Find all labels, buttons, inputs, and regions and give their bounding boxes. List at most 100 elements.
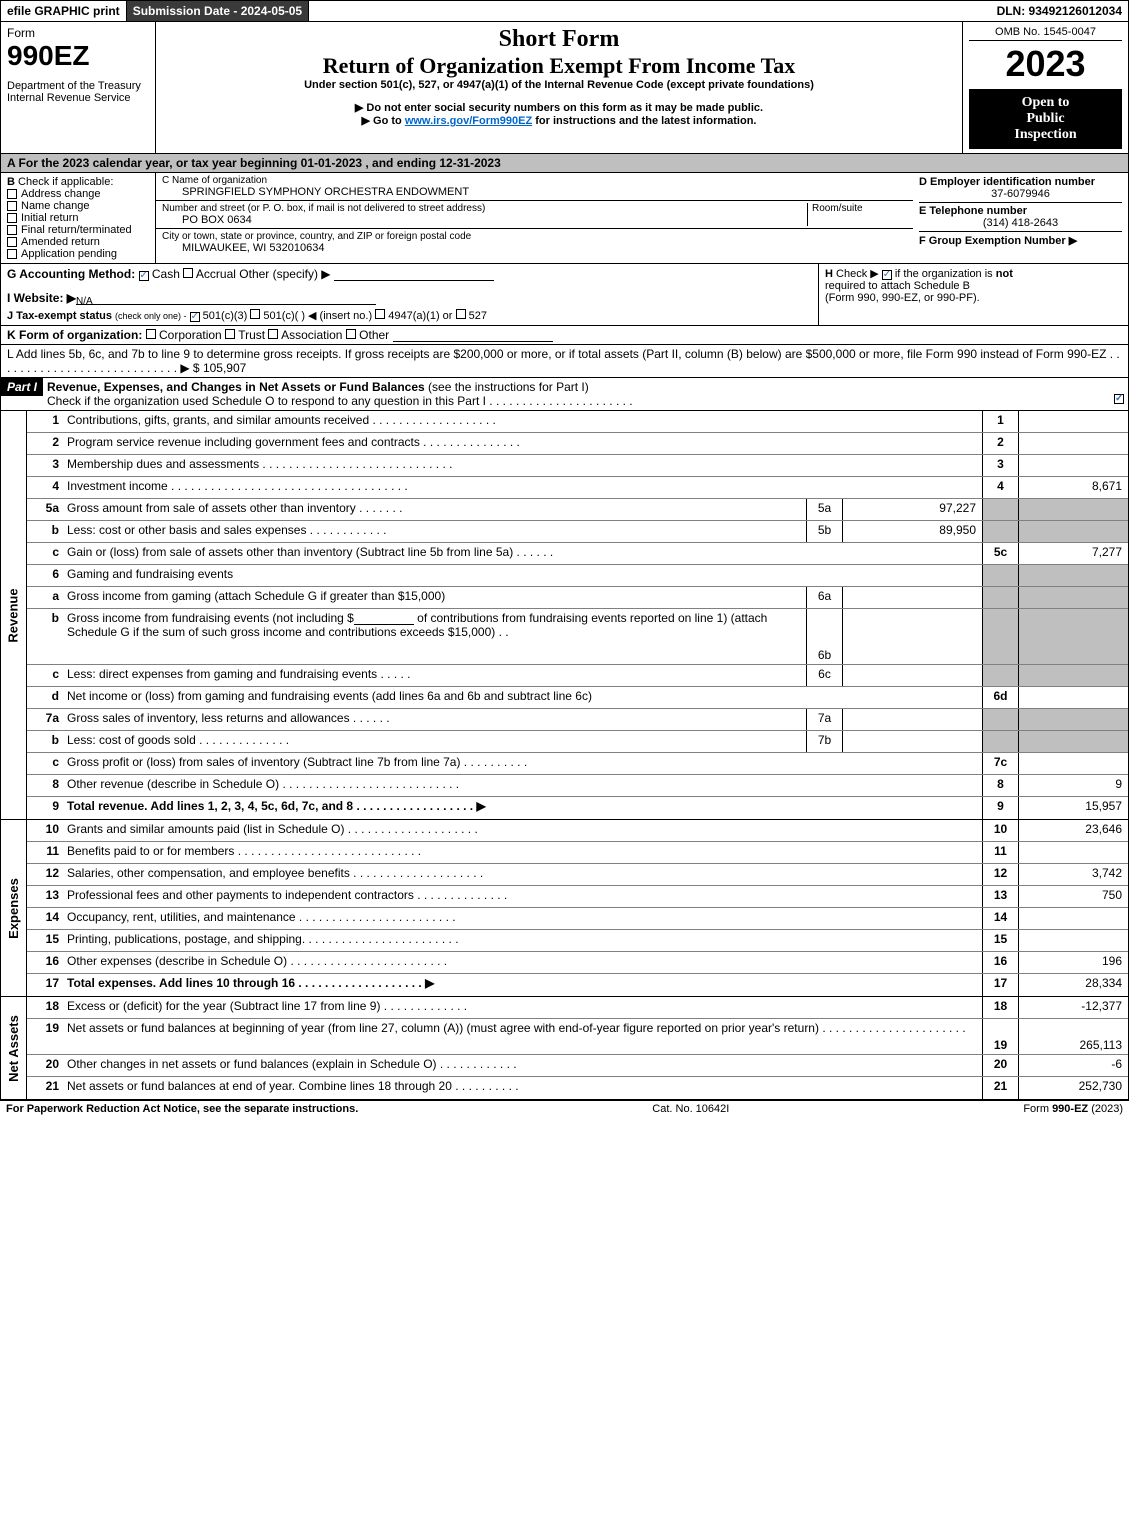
line-g: G Accounting Method: Cash Accrual Other …: [1, 264, 818, 325]
line-l: L Add lines 5b, 6c, and 7b to line 9 to …: [0, 345, 1129, 378]
line-9: 9Total revenue. Add lines 1, 2, 3, 4, 5c…: [27, 797, 1128, 819]
dln: DLN: 93492126012034: [991, 1, 1128, 21]
subtitle-1: Under section 501(c), 527, or 4947(a)(1)…: [162, 79, 956, 91]
org-city: MILWAUKEE, WI 532010634: [162, 242, 907, 254]
dept-treasury: Department of the Treasury: [7, 80, 149, 92]
line-6: 6Gaming and fundraising events: [27, 565, 1128, 587]
chk-accrual[interactable]: [183, 268, 193, 278]
line-11: 11Benefits paid to or for members . . . …: [27, 842, 1128, 864]
line-i: I Website: ▶N/A: [7, 291, 812, 305]
top-bar: efile GRAPHIC print Submission Date - 20…: [0, 0, 1129, 22]
omb-number: OMB No. 1545-0047: [969, 26, 1122, 41]
footer-left: For Paperwork Reduction Act Notice, see …: [6, 1103, 358, 1115]
group-exemption-label: F Group Exemption Number ▶: [919, 235, 1077, 247]
line-20: 20Other changes in net assets or fund ba…: [27, 1055, 1128, 1077]
line-6b: bGross income from fundraising events (n…: [27, 609, 1128, 665]
efile-link[interactable]: efile GRAPHIC print: [1, 1, 127, 21]
line-19: 19Net assets or fund balances at beginni…: [27, 1019, 1128, 1055]
org-name-label: C Name of organization: [162, 175, 907, 186]
line-17: 17Total expenses. Add lines 10 through 1…: [27, 974, 1128, 996]
line-7a: 7aGross sales of inventory, less returns…: [27, 709, 1128, 731]
city-label: City or town, state or province, country…: [162, 231, 907, 242]
line-7b: bLess: cost of goods sold . . . . . . . …: [27, 731, 1128, 753]
subtitle-3: ▶ Go to www.irs.gov/Form990EZ for instru…: [162, 114, 956, 127]
revenue-section: Revenue 1Contributions, gifts, grants, a…: [0, 411, 1129, 820]
part-1-header: Part I Revenue, Expenses, and Changes in…: [0, 378, 1129, 411]
chk-corporation[interactable]: [146, 329, 156, 339]
line-j: J Tax-exempt status (check only one) - 5…: [7, 309, 812, 322]
chk-trust[interactable]: [225, 329, 235, 339]
org-name: SPRINGFIELD SYMPHONY ORCHESTRA ENDOWMENT: [162, 186, 907, 198]
form-header: Form 990EZ Department of the Treasury In…: [0, 22, 1129, 154]
chk-schedule-b[interactable]: [882, 270, 892, 280]
open-to-public: Open toPublicInspection: [969, 89, 1122, 149]
irs-link[interactable]: www.irs.gov/Form990EZ: [405, 115, 532, 127]
org-address: PO BOX 0634: [162, 214, 807, 226]
dept-irs: Internal Revenue Service: [7, 92, 149, 104]
line-3: 3Membership dues and assessments . . . .…: [27, 455, 1128, 477]
chk-name-change[interactable]: Name change: [7, 200, 149, 212]
chk-other-org[interactable]: [346, 329, 356, 339]
line-12: 12Salaries, other compensation, and empl…: [27, 864, 1128, 886]
header-center: Short Form Return of Organization Exempt…: [156, 22, 963, 153]
chk-527[interactable]: [456, 309, 466, 319]
line-6a: aGross income from gaming (attach Schedu…: [27, 587, 1128, 609]
line-15: 15Printing, publications, postage, and s…: [27, 930, 1128, 952]
form-word: Form: [7, 26, 149, 40]
section-c: C Name of organization SPRINGFIELD SYMPH…: [156, 173, 913, 263]
tel-label: E Telephone number: [919, 205, 1027, 217]
line-7c: cGross profit or (loss) from sales of in…: [27, 753, 1128, 775]
line-gh: G Accounting Method: Cash Accrual Other …: [0, 264, 1129, 326]
line-k: K Form of organization: Corporation Trus…: [0, 326, 1129, 345]
line-10: 10Grants and similar amounts paid (list …: [27, 820, 1128, 842]
tax-year: 2023: [969, 43, 1122, 85]
line-2: 2Program service revenue including gover…: [27, 433, 1128, 455]
chk-501c[interactable]: [250, 309, 260, 319]
chk-association[interactable]: [268, 329, 278, 339]
line-1: 1Contributions, gifts, grants, and simil…: [27, 411, 1128, 433]
line-a: A For the 2023 calendar year, or tax yea…: [0, 154, 1129, 173]
section-bcdef: B Check if applicable: Address change Na…: [0, 173, 1129, 264]
expenses-section: Expenses 10Grants and similar amounts pa…: [0, 820, 1129, 997]
section-def: D Employer identification number 37-6079…: [913, 173, 1128, 263]
line-5a: 5aGross amount from sale of assets other…: [27, 499, 1128, 521]
title-main: Return of Organization Exempt From Incom…: [162, 53, 956, 79]
footer-catalog: Cat. No. 10642I: [652, 1103, 729, 1115]
chk-501c3[interactable]: [190, 312, 200, 322]
line-18: 18Excess or (deficit) for the year (Subt…: [27, 997, 1128, 1019]
tel-value: (314) 418-2643: [919, 217, 1122, 229]
line-4: 4Investment income . . . . . . . . . . .…: [27, 477, 1128, 499]
line-5c: cGain or (loss) from sale of assets othe…: [27, 543, 1128, 565]
line-6d: dNet income or (loss) from gaming and fu…: [27, 687, 1128, 709]
chk-amended-return[interactable]: Amended return: [7, 236, 149, 248]
chk-schedule-o[interactable]: [1114, 394, 1124, 404]
chk-final-return[interactable]: Final return/terminated: [7, 224, 149, 236]
net-assets-section: Net Assets 18Excess or (deficit) for the…: [0, 997, 1129, 1100]
part-1-tag: Part I: [1, 378, 43, 396]
expenses-label: Expenses: [1, 820, 27, 996]
line-21: 21Net assets or fund balances at end of …: [27, 1077, 1128, 1099]
chk-4947[interactable]: [375, 309, 385, 319]
chk-initial-return[interactable]: Initial return: [7, 212, 149, 224]
form-number: 990EZ: [7, 40, 149, 72]
addr-label: Number and street (or P. O. box, if mail…: [162, 203, 807, 214]
line-8: 8Other revenue (describe in Schedule O) …: [27, 775, 1128, 797]
header-left: Form 990EZ Department of the Treasury In…: [1, 22, 156, 153]
chk-application-pending[interactable]: Application pending: [7, 248, 149, 260]
revenue-label: Revenue: [1, 411, 27, 819]
line-16: 16Other expenses (describe in Schedule O…: [27, 952, 1128, 974]
ein-label: D Employer identification number: [919, 176, 1095, 188]
chk-cash[interactable]: [139, 271, 149, 281]
room-suite-label: Room/suite: [807, 203, 907, 226]
subtitle-2: ▶ Do not enter social security numbers o…: [162, 101, 956, 114]
submission-date: Submission Date - 2024-05-05: [127, 1, 309, 21]
ein-value: 37-6079946: [919, 188, 1122, 200]
line-13: 13Professional fees and other payments t…: [27, 886, 1128, 908]
header-right: OMB No. 1545-0047 2023 Open toPublicInsp…: [963, 22, 1128, 153]
line-h: H Check ▶ if the organization is not req…: [818, 264, 1128, 325]
chk-address-change[interactable]: Address change: [7, 188, 149, 200]
line-6c: cLess: direct expenses from gaming and f…: [27, 665, 1128, 687]
title-short-form: Short Form: [162, 26, 956, 53]
line-14: 14Occupancy, rent, utilities, and mainte…: [27, 908, 1128, 930]
page-footer: For Paperwork Reduction Act Notice, see …: [0, 1100, 1129, 1117]
